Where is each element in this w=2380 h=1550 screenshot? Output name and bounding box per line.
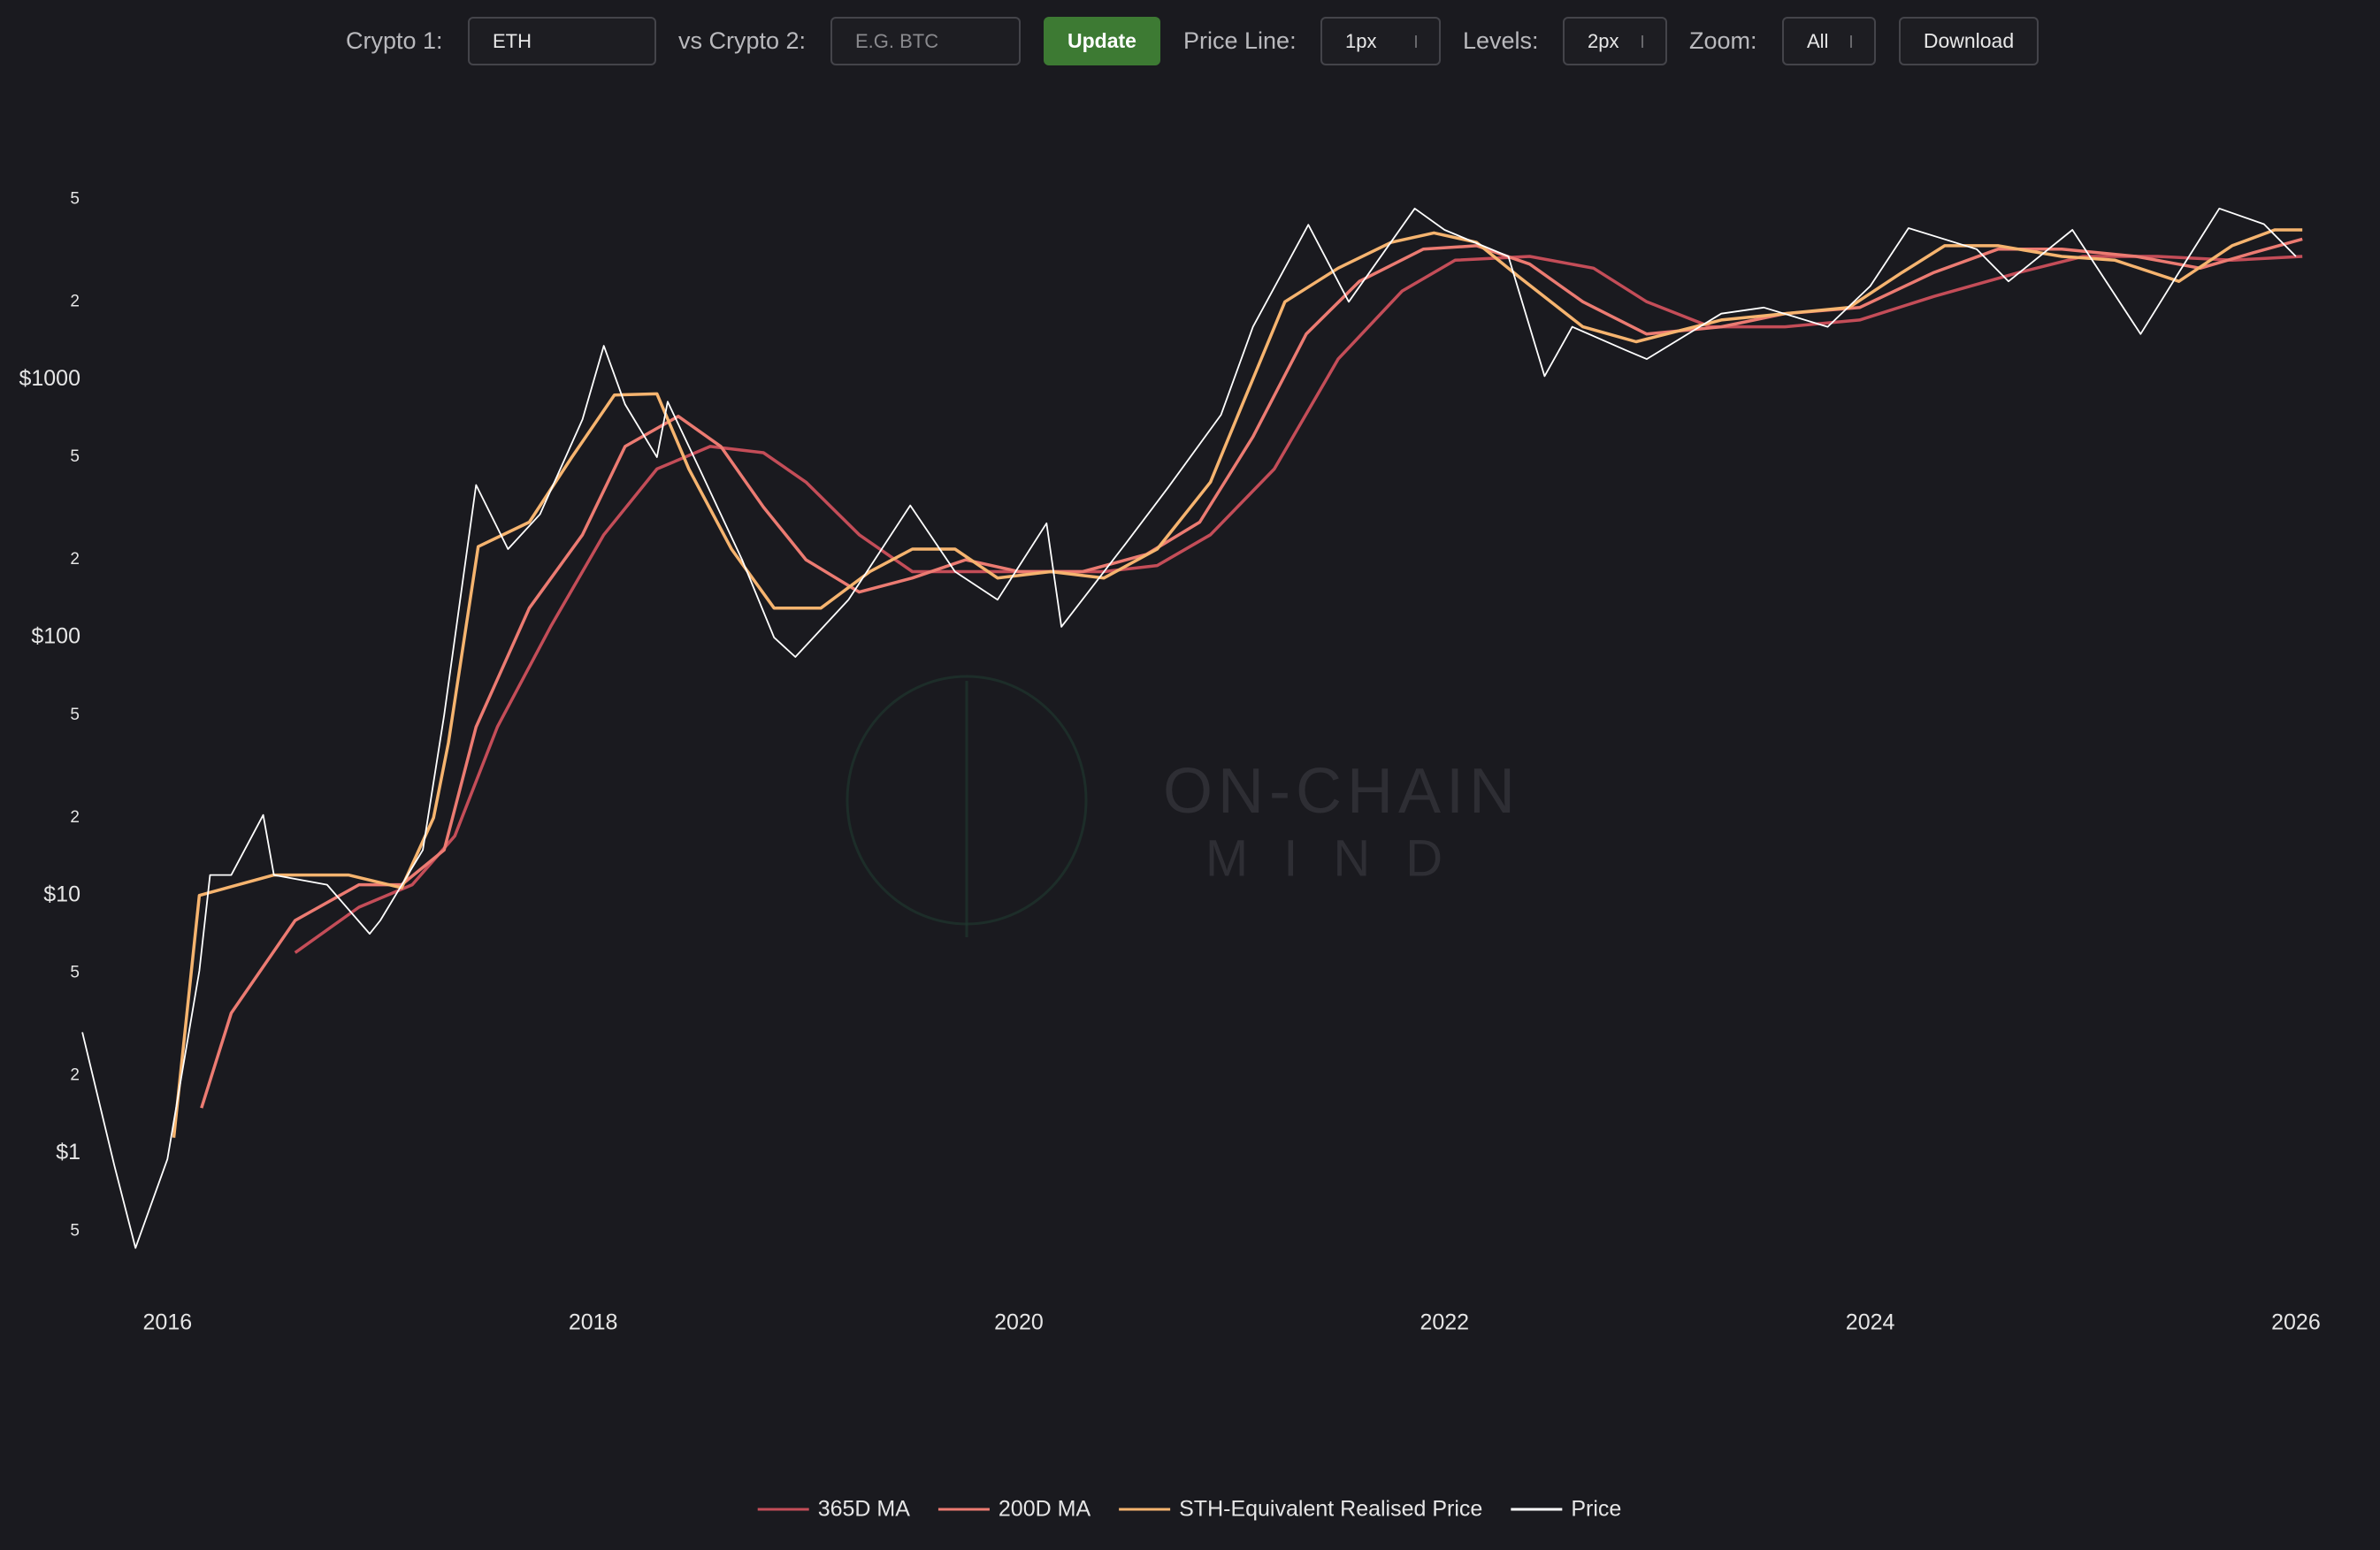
zoom-select[interactable]: All xyxy=(1782,17,1876,65)
y-tick-label: 5 xyxy=(70,964,80,982)
update-button[interactable]: Update xyxy=(1044,17,1160,65)
y-tick-label: $100 xyxy=(31,624,80,649)
levels-select[interactable]: 2px xyxy=(1563,17,1667,65)
watermark-text: MIND xyxy=(1205,829,1478,887)
y-tick-label: 5 xyxy=(70,447,80,466)
x-tick-label: 2016 xyxy=(143,1310,193,1335)
y-tick-label: 5 xyxy=(70,1221,80,1240)
y-tick-label: 2 xyxy=(70,808,80,827)
zoom-label: Zoom: xyxy=(1689,27,1757,54)
x-tick-label: 2024 xyxy=(1846,1310,1895,1335)
y-tick-label: $10 xyxy=(43,882,80,906)
x-tick-label: 2022 xyxy=(1420,1310,1469,1335)
crypto1-label: Crypto 1: xyxy=(346,27,443,54)
y-tick-label: $1 xyxy=(56,1140,80,1164)
crypto2-input[interactable]: E.G. BTC xyxy=(830,17,1021,65)
legend-label: 200D MA xyxy=(999,1497,1091,1522)
y-tick-label: 2 xyxy=(70,550,80,569)
download-button[interactable]: Download xyxy=(1899,17,2039,65)
x-tick-label: 2018 xyxy=(569,1310,618,1335)
crypto1-input[interactable]: ETH xyxy=(468,17,656,65)
legend-label: STH-Equivalent Realised Price xyxy=(1179,1497,1482,1522)
series-line xyxy=(172,228,2303,1138)
legend-label: 365D MA xyxy=(818,1497,911,1522)
y-tick-label: 2 xyxy=(70,292,80,310)
price-line-label: Price Line: xyxy=(1183,27,1297,54)
y-tick-label: $1000 xyxy=(19,366,80,391)
legend-label: Price xyxy=(1571,1497,1621,1522)
y-tick-label: 5 xyxy=(70,706,80,724)
x-tick-label: 2026 xyxy=(2271,1310,2321,1335)
x-tick-label: 2020 xyxy=(994,1310,1044,1335)
series-line xyxy=(81,207,2297,1249)
series-line xyxy=(200,237,2303,1109)
series-line xyxy=(294,255,2303,954)
levels-label: Levels: xyxy=(1463,27,1539,54)
price-line-select[interactable]: 1px xyxy=(1320,17,1441,65)
y-tick-label: 5 xyxy=(70,189,80,208)
y-tick-label: 2 xyxy=(70,1066,80,1085)
watermark-text: ON-CHAIN xyxy=(1163,756,1520,827)
crypto2-label: vs Crypto 2: xyxy=(678,27,807,54)
